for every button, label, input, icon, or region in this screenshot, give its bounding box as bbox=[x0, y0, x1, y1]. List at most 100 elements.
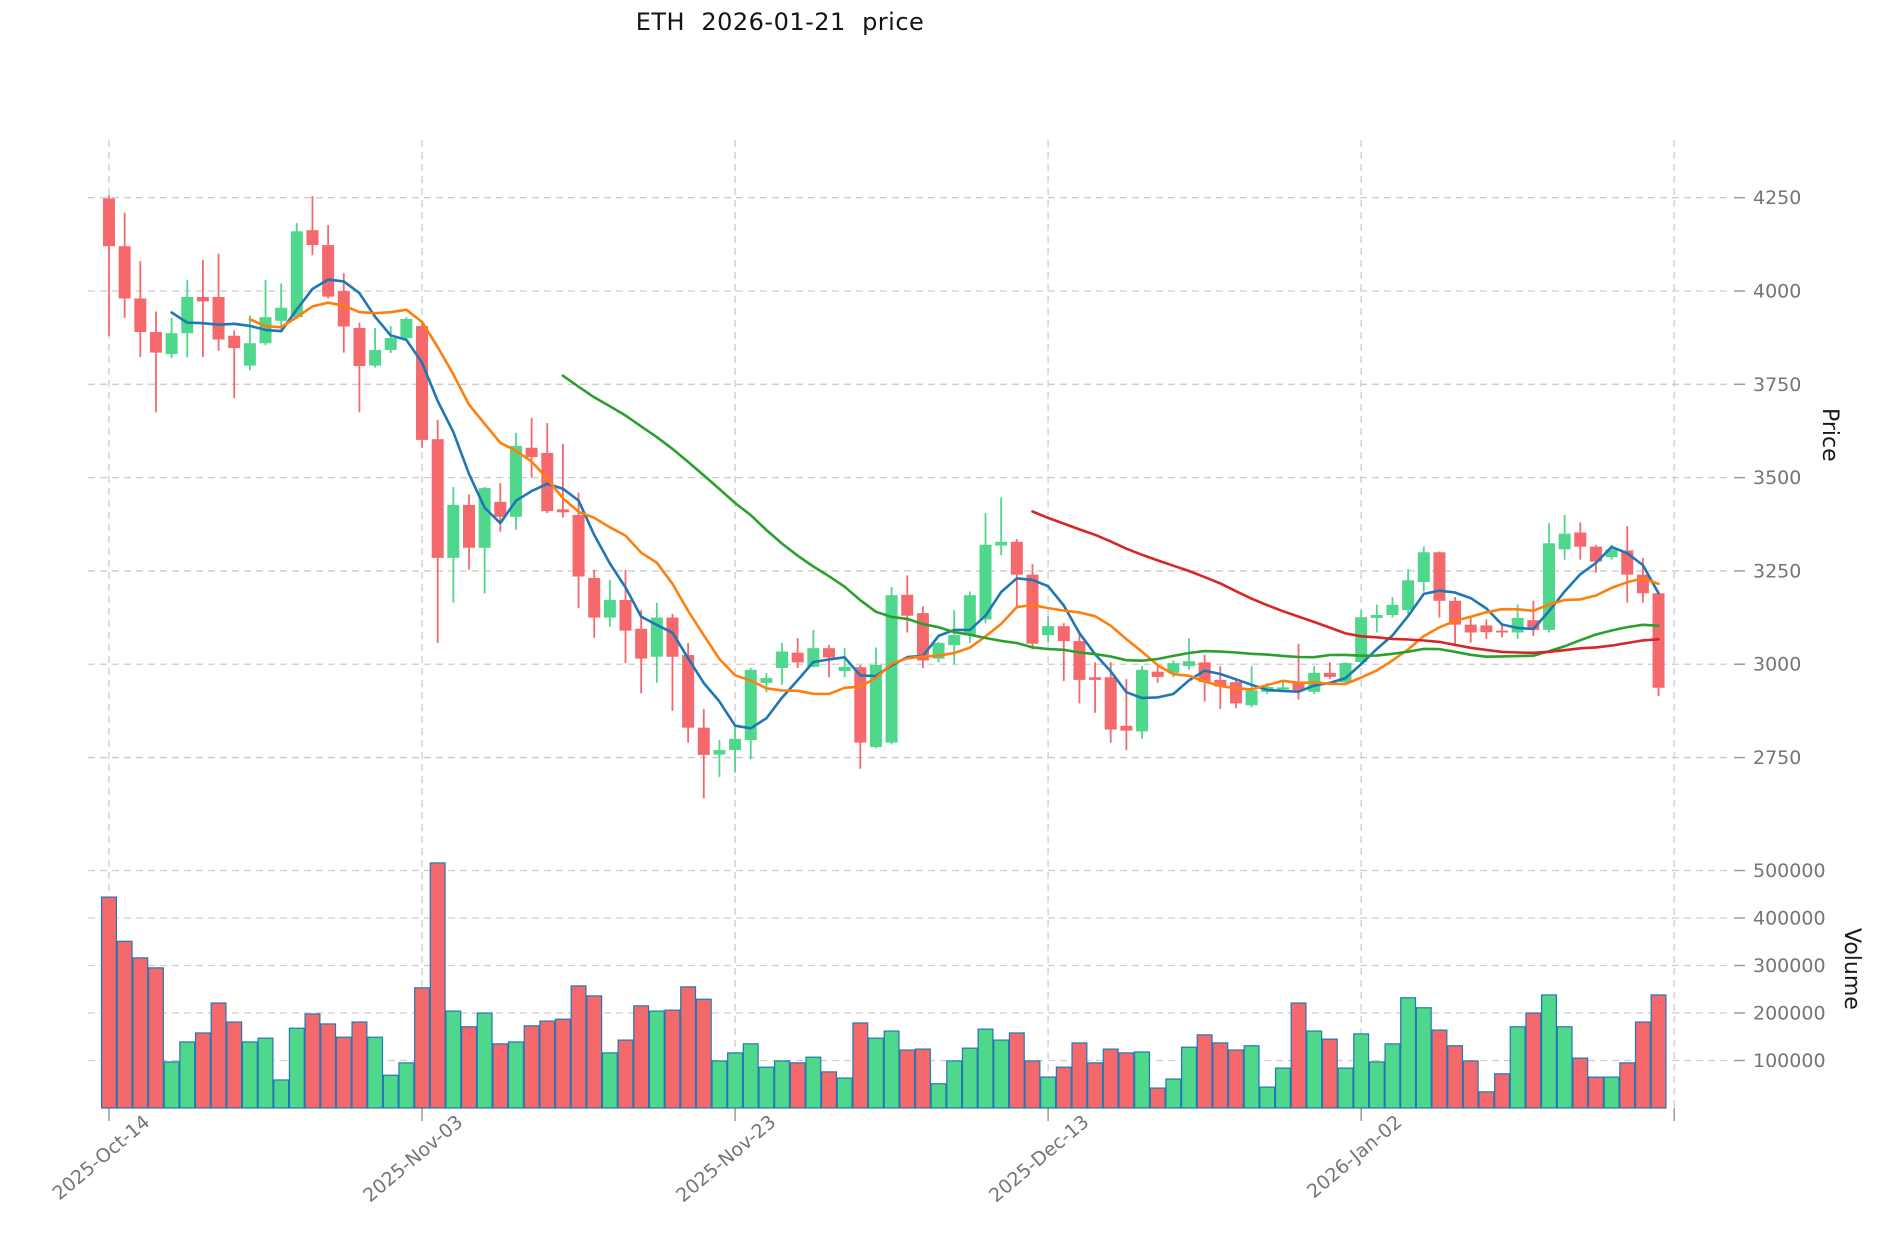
volume-bar-2025-11-08 bbox=[492, 1043, 509, 1109]
volume-bar-2026-01-14 bbox=[1540, 994, 1557, 1109]
volume-bar-2025-10-31 bbox=[367, 1036, 384, 1109]
volume-bar-2025-12-03 bbox=[883, 1030, 900, 1109]
volume-tick-label: 400000 bbox=[1753, 908, 1826, 930]
date-tick-label: 2025-Nov-03 bbox=[359, 1111, 467, 1207]
volume-bar-2025-11-21 bbox=[695, 998, 712, 1109]
candle-2025-10-31 bbox=[369, 349, 382, 366]
volume-bar-2025-10-23 bbox=[241, 1041, 258, 1109]
volume-bar-2025-11-22 bbox=[711, 1060, 728, 1109]
volume-bar-2025-12-04 bbox=[899, 1049, 916, 1109]
candle-2025-11-10 bbox=[525, 447, 538, 458]
volume-bar-2025-12-19 bbox=[1134, 1051, 1151, 1109]
volume-bar-2026-01-10 bbox=[1478, 1091, 1495, 1109]
volume-bar-2026-01-03 bbox=[1368, 1061, 1385, 1109]
sma10-line bbox=[248, 301, 1660, 696]
volume-bar-2025-11-16 bbox=[617, 1039, 634, 1109]
candle-2025-11-29 bbox=[822, 648, 835, 658]
grid-layer bbox=[88, 140, 1731, 1110]
volume-tick-label: 500000 bbox=[1753, 860, 1826, 882]
volume-bar-2025-11-07 bbox=[476, 1012, 493, 1109]
candle-2025-11-15 bbox=[603, 600, 616, 618]
candle-2025-11-13 bbox=[572, 514, 585, 577]
candle-2025-12-24 bbox=[1214, 679, 1227, 687]
candle-2025-10-27 bbox=[306, 230, 319, 246]
volume-bar-2026-01-12 bbox=[1509, 1026, 1526, 1109]
candle-2026-01-04 bbox=[1386, 604, 1399, 615]
candle-2025-11-11 bbox=[541, 452, 554, 512]
candle-2025-10-14 bbox=[103, 198, 115, 247]
moving-average-layer bbox=[170, 278, 1660, 730]
volume-bar-2025-12-05 bbox=[914, 1048, 931, 1109]
volume-bar-2026-01-13 bbox=[1525, 1012, 1542, 1109]
volume-bar-2025-12-29 bbox=[1290, 1002, 1307, 1109]
volume-bar-2025-11-01 bbox=[382, 1074, 399, 1109]
volume-bar-2025-12-01 bbox=[852, 1022, 869, 1109]
volume-bar-2025-12-10 bbox=[993, 1039, 1010, 1109]
price-tick-label: 3750 bbox=[1753, 374, 1801, 396]
volume-bar-2025-12-30 bbox=[1306, 1030, 1323, 1109]
volume-bar-2025-11-14 bbox=[586, 995, 603, 1109]
candle-2025-12-16 bbox=[1089, 677, 1102, 680]
candle-2025-11-06 bbox=[462, 504, 475, 548]
volume-bar-2026-01-05 bbox=[1400, 997, 1417, 1109]
candle-2025-12-20 bbox=[1151, 671, 1164, 677]
volume-bar-2025-11-25 bbox=[758, 1066, 775, 1109]
candle-2025-10-22 bbox=[228, 335, 241, 349]
volume-bar-2025-11-26 bbox=[774, 1060, 791, 1109]
candle-2025-11-19 bbox=[666, 617, 679, 657]
candle-2025-11-22 bbox=[713, 750, 726, 755]
volume-bar-2026-01-06 bbox=[1415, 1007, 1432, 1109]
candle-2025-12-21 bbox=[1167, 663, 1180, 673]
candle-2025-11-27 bbox=[791, 652, 804, 663]
volume-bar-2025-10-20 bbox=[194, 1032, 211, 1109]
volume-bar-2026-01-17 bbox=[1587, 1076, 1604, 1109]
candles-layer bbox=[103, 195, 1665, 799]
candle-2025-12-05 bbox=[916, 613, 929, 661]
volume-bar-2026-01-21 bbox=[1650, 994, 1667, 1109]
volume-bar-2025-11-24 bbox=[742, 1043, 759, 1109]
candle-2025-11-26 bbox=[776, 651, 789, 668]
candle-2025-10-20 bbox=[196, 296, 209, 302]
candle-2026-01-18 bbox=[1605, 549, 1618, 558]
volume-bar-2025-10-18 bbox=[163, 1061, 180, 1109]
candle-2025-10-26 bbox=[290, 231, 303, 318]
volume-bar-2026-01-11 bbox=[1494, 1073, 1511, 1109]
candle-2026-01-06 bbox=[1417, 552, 1430, 583]
candle-2025-11-14 bbox=[588, 578, 601, 618]
candle-2025-11-12 bbox=[556, 509, 569, 513]
volume-bar-2026-01-08 bbox=[1447, 1045, 1464, 1109]
chart-title: ETH 2026-01-21 price bbox=[635, 8, 925, 36]
volume-bar-2025-12-28 bbox=[1274, 1067, 1291, 1109]
candle-2025-12-29 bbox=[1292, 682, 1305, 691]
candle-2025-12-02 bbox=[869, 664, 882, 748]
candle-2025-12-18 bbox=[1120, 725, 1133, 731]
candle-2025-11-21 bbox=[697, 727, 710, 755]
volume-bar-2025-12-16 bbox=[1087, 1062, 1104, 1109]
volume-bar-2025-11-02 bbox=[398, 1062, 415, 1109]
price-tick-label: 3500 bbox=[1753, 467, 1801, 489]
candle-2025-12-23 bbox=[1198, 662, 1211, 683]
candle-2025-11-05 bbox=[447, 504, 460, 558]
volume-bar-2025-12-26 bbox=[1243, 1045, 1260, 1109]
volume-axis-label: Volume bbox=[1839, 928, 1864, 1010]
volume-tick-label: 100000 bbox=[1753, 1050, 1826, 1072]
candle-2025-11-28 bbox=[807, 648, 820, 667]
volume-tick-label: 200000 bbox=[1753, 1003, 1826, 1025]
volume-bar-2025-12-24 bbox=[1212, 1042, 1229, 1109]
candle-2025-12-08 bbox=[963, 595, 976, 636]
candle-2025-11-01 bbox=[384, 338, 397, 350]
volume-bar-2025-12-22 bbox=[1180, 1046, 1197, 1109]
candle-2025-12-13 bbox=[1042, 626, 1055, 636]
date-tick-label: 2025-Dec-13 bbox=[985, 1111, 1093, 1207]
volume-bar-2025-12-02 bbox=[867, 1037, 884, 1109]
candle-2025-11-20 bbox=[682, 654, 695, 728]
candle-2025-12-28 bbox=[1276, 687, 1289, 690]
volume-bar-2025-10-30 bbox=[351, 1021, 368, 1109]
candle-2025-10-23 bbox=[243, 343, 256, 366]
candle-2026-01-16 bbox=[1574, 532, 1587, 547]
volume-bar-2025-12-09 bbox=[977, 1028, 994, 1109]
volume-bar-2025-11-27 bbox=[789, 1062, 806, 1109]
candle-2025-11-23 bbox=[729, 738, 742, 751]
candle-2025-11-25 bbox=[760, 678, 773, 683]
